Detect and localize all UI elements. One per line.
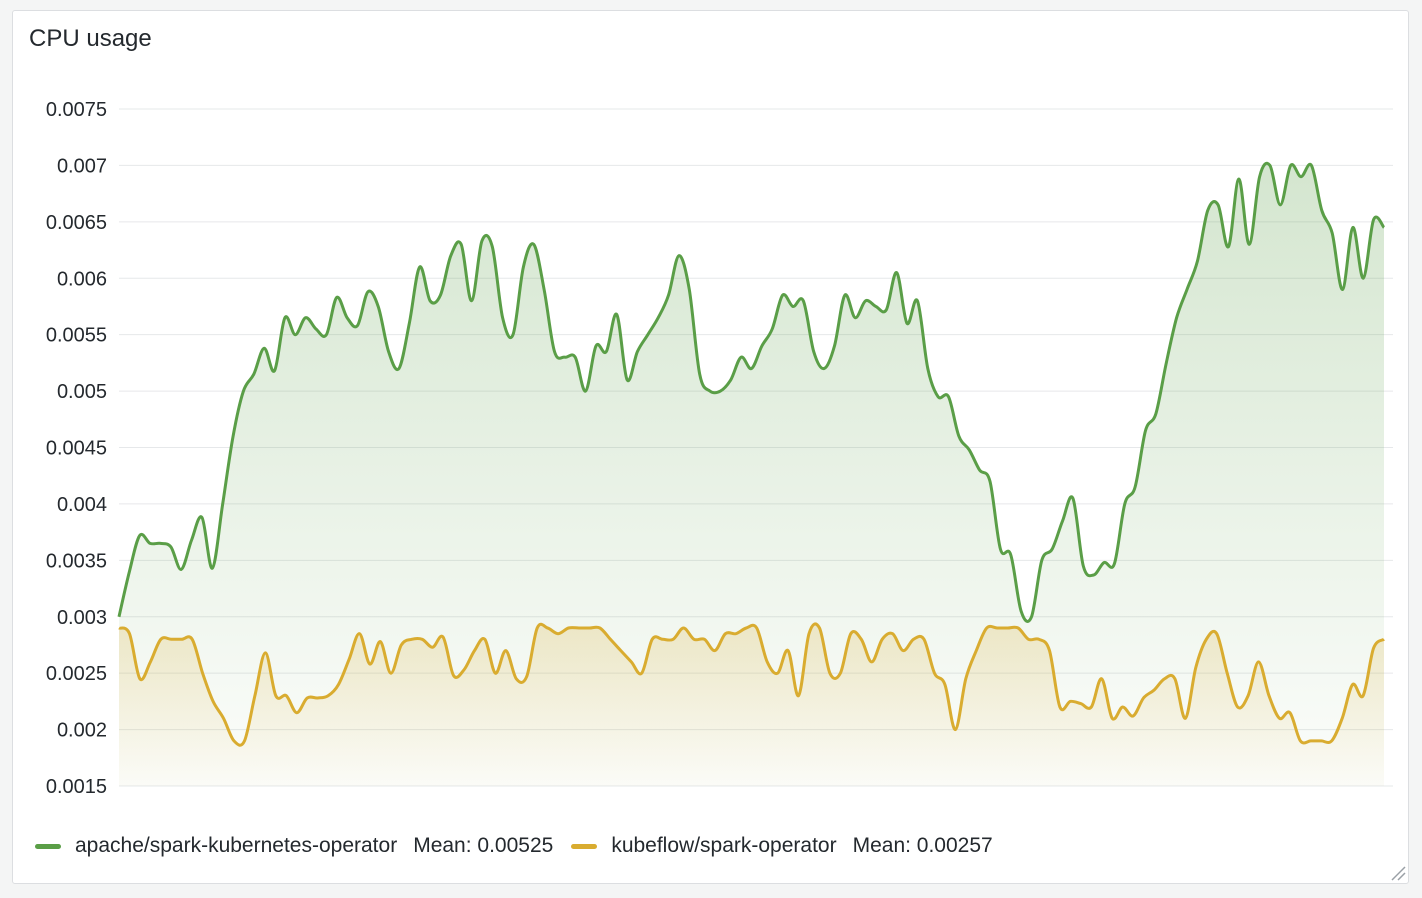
cpu-usage-chart: 0.0075 0.007 0.0065 0.006 0.0055 0.005 0.0045 0…: [46, 99, 1393, 798]
series-area-2: [119, 623, 1384, 786]
y-tick-label: 0.0055: [46, 325, 107, 347]
y-tick-label: 0.0075: [46, 99, 107, 121]
y-tick-label: 0.005: [57, 381, 107, 403]
y-tick-label: 0.006: [57, 268, 107, 290]
y-tick-label: 0.0045: [46, 438, 107, 460]
y-tick-label: 0.002: [57, 720, 107, 742]
y-tick-label: 0.0065: [46, 212, 107, 234]
series-area-1: [119, 163, 1384, 787]
resize-handle-icon[interactable]: [1388, 863, 1406, 881]
legend-series-name: kubeflow/spark-operator: [611, 834, 837, 857]
legend-series-mean: Mean: 0.00257: [852, 834, 993, 857]
panel-title: CPU usage: [29, 25, 152, 52]
legend: apache/spark-kubernetes-operator Mean: 0…: [35, 831, 1011, 861]
legend-series-name: apache/spark-kubernetes-operator: [75, 834, 398, 857]
legend-item-apache-spark-kubernetes-operator[interactable]: apache/spark-kubernetes-operator Mean: 0…: [35, 834, 553, 858]
series-line-2[interactable]: [118, 622, 1385, 747]
y-tick-label: 0.007: [57, 155, 107, 177]
legend-swatch-series1: [35, 843, 61, 849]
cpu-usage-panel: CPU usage 0.0075 0.007 0.0065 0.006 0.0055 0.…: [12, 10, 1409, 884]
y-tick-label: 0.004: [57, 494, 107, 516]
y-tick-label: 0.003: [57, 607, 107, 629]
y-tick-label: 0.0035: [46, 550, 107, 572]
legend-series-mean: Mean: 0.00525: [413, 834, 554, 857]
y-axis-ticks: 0.0075 0.007 0.0065 0.006 0.0055 0.005 0.0045 0…: [46, 99, 107, 798]
y-tick-label: 0.0025: [46, 663, 107, 685]
series-layer: [117, 161, 1386, 787]
legend-swatch-series2: [571, 843, 598, 849]
series-line-1[interactable]: [117, 161, 1386, 623]
legend-item-kubeflow-spark-operator[interactable]: kubeflow/spark-operator Mean: 0.00257: [571, 834, 993, 858]
y-tick-label: 0.0015: [46, 776, 107, 798]
